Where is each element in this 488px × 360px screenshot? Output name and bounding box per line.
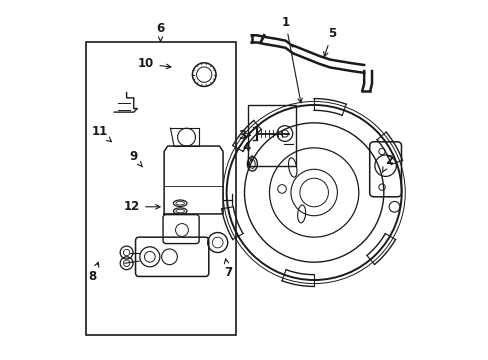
Text: 3: 3 <box>238 129 250 142</box>
Text: 2: 2 <box>382 154 392 172</box>
Text: 10: 10 <box>138 57 170 71</box>
Text: 9: 9 <box>129 150 142 167</box>
Text: 7: 7 <box>224 259 232 279</box>
Text: 5: 5 <box>323 27 335 57</box>
Bar <box>85 42 235 336</box>
Text: 11: 11 <box>92 125 111 142</box>
Bar <box>247 105 296 166</box>
Text: 4: 4 <box>242 141 251 160</box>
Text: 12: 12 <box>123 200 160 213</box>
Text: 6: 6 <box>156 22 164 41</box>
Text: 8: 8 <box>88 262 99 283</box>
Text: 1: 1 <box>281 15 302 103</box>
